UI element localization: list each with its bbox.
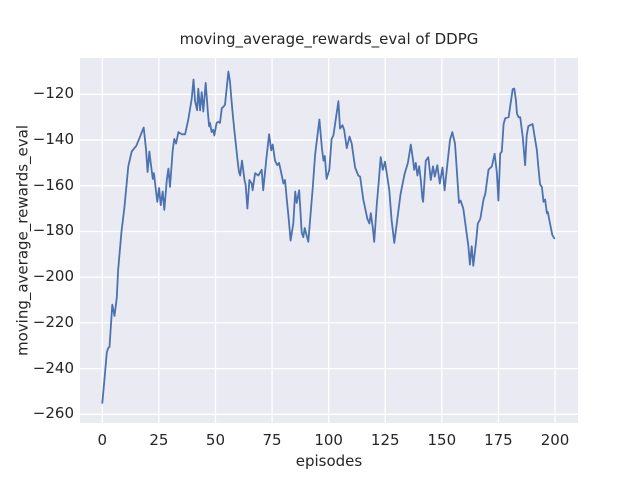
x-tick-label: 75 — [262, 431, 282, 449]
plot-area — [80, 58, 578, 423]
x-axis-label: episodes — [295, 452, 363, 470]
x-tick-label: 200 — [540, 431, 570, 449]
x-tick-label: 125 — [370, 431, 400, 449]
plot-svg — [80, 58, 578, 423]
reward-line — [101, 70, 556, 404]
x-tick-label: 100 — [314, 431, 343, 449]
chart-title: moving_average_rewards_eval of DDPG — [179, 30, 479, 48]
y-tick-label: −120 — [32, 84, 74, 103]
x-tick-label: 50 — [205, 431, 226, 449]
y-tick-label: −200 — [32, 267, 74, 286]
y-tick-label: −160 — [32, 175, 74, 194]
y-tick-label: −220 — [32, 312, 74, 331]
y-axis-label: moving_average_rewards_eval — [13, 125, 32, 356]
y-tick-label: −180 — [32, 221, 74, 240]
x-tick-label: 175 — [484, 431, 513, 449]
y-tick-label: −140 — [32, 130, 74, 149]
x-tick-label: 25 — [149, 431, 169, 449]
x-tick-label: 150 — [427, 431, 457, 449]
y-tick-label: −240 — [32, 358, 74, 377]
x-tick-label: 0 — [97, 431, 108, 449]
y-tick-label: −260 — [32, 404, 74, 423]
